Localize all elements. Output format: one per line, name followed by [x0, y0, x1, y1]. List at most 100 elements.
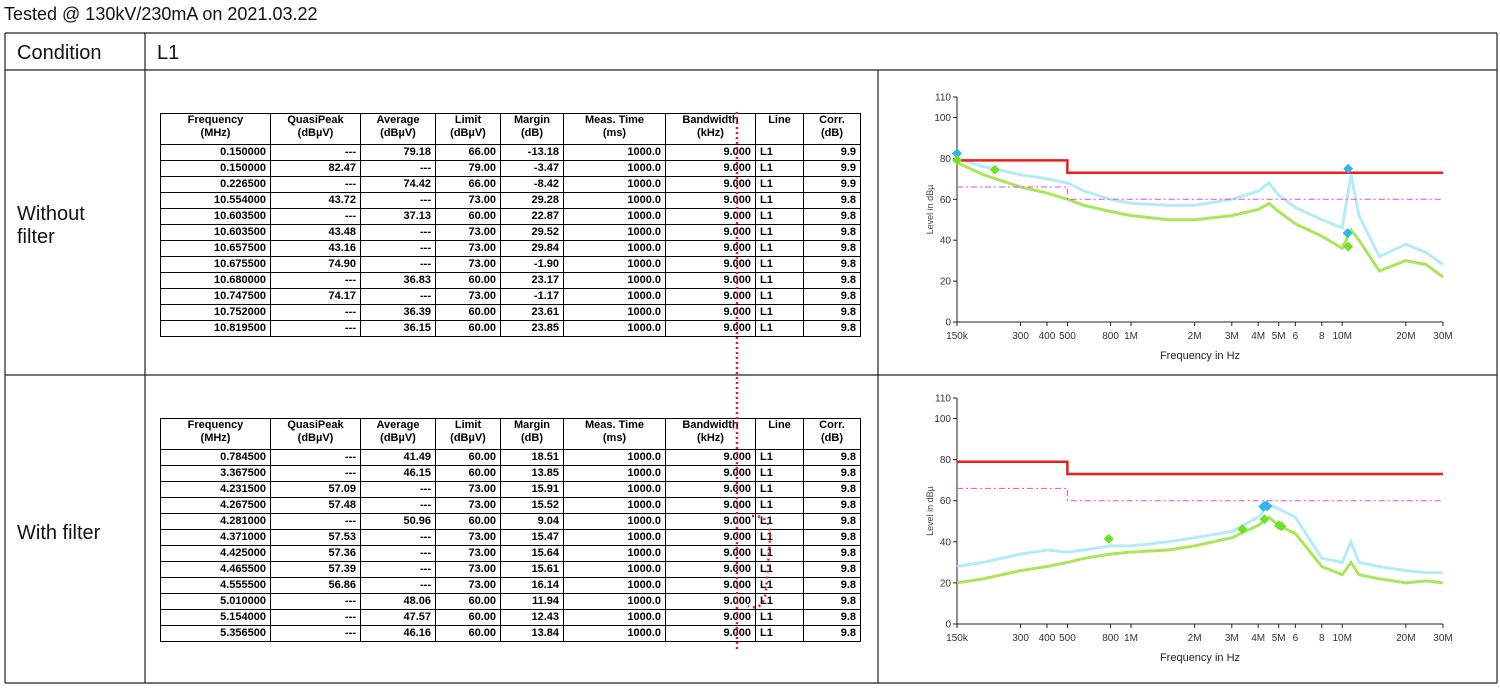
cell: 10.680000 [160, 272, 271, 289]
cell: L1 [755, 192, 804, 209]
cell: 1000.0 [563, 288, 666, 305]
cell: 74.90 [270, 256, 361, 273]
cell: 18.51 [500, 449, 564, 466]
header-cell: Condition [17, 42, 102, 64]
cell: 9.8 [803, 288, 861, 305]
y-axis-title: Level in dBµ [925, 486, 935, 536]
cell: 29.84 [500, 240, 564, 257]
cell: L1 [755, 545, 804, 562]
cell: 60.00 [435, 609, 501, 626]
cell: --- [360, 240, 436, 257]
cell: --- [360, 561, 436, 578]
y-axis-title: Level in dBµ [925, 185, 935, 235]
cell: 57.48 [270, 497, 361, 514]
cell: 73.00 [435, 497, 501, 514]
cell: 74.17 [270, 288, 361, 305]
cell: 5.010000 [160, 593, 271, 610]
x-tick-label: 300 [1012, 633, 1029, 644]
cell: 1000.0 [563, 192, 666, 209]
cell: 60.00 [435, 304, 501, 321]
x-tick-label: 3M [1225, 633, 1239, 644]
data-row: 10.554000 43.72 --- 73.00 29.28 1000.0 9.000 L1… [160, 192, 861, 209]
cell: 66.00 [435, 176, 501, 193]
column-name: Meas. Time [584, 114, 645, 127]
data-row: 5.154000 --- 47.57 60.00 12.43 1000.0 9.000 L1 9… [160, 609, 861, 626]
x-tick-label: 8 [1319, 331, 1325, 342]
cell: 9.000 [665, 208, 756, 225]
cell: -1.90 [500, 256, 564, 273]
x-tick-label: 2M [1188, 331, 1202, 342]
cell: 1000.0 [563, 545, 666, 562]
x-tick-label: 10M [1333, 331, 1352, 342]
limit-line [957, 460, 1443, 476]
cell: -13.18 [500, 144, 564, 161]
cell: 10.603500 [160, 208, 271, 225]
marker [952, 155, 962, 166]
column-header: Bandwidth (kHz) [665, 418, 756, 450]
cell: -8.42 [500, 176, 564, 193]
cell: 1000.0 [563, 465, 666, 482]
cell: 23.61 [500, 304, 564, 321]
data-row: 4.371000 57.53 --- 73.00 15.47 1000.0 9.000 L1 9… [160, 529, 861, 546]
cell: 0.784500 [160, 449, 271, 466]
cell: 9.000 [665, 224, 756, 241]
cell: 46.15 [360, 465, 436, 482]
condition: Without filter [17, 203, 85, 248]
cell: 10.603500 [160, 224, 271, 241]
data-row: 4.231500 57.09 --- 73.00 15.91 1000.0 9.000 L1 9… [160, 481, 861, 498]
chart: 0 20 40 60 80 100 110 150k 300 400 500 800 1M 2M 3M 4M 5… [925, 394, 1453, 665]
cell: 60.00 [435, 449, 501, 466]
column-header: Frequency (MHz) [160, 418, 271, 450]
cell: 10.675500 [160, 256, 271, 273]
cell: --- [360, 224, 436, 241]
cell: 1000.0 [563, 497, 666, 514]
column-unit: (dBµV) [297, 127, 334, 139]
x-tick-label: 500 [1059, 633, 1076, 644]
column-name: Frequency [187, 419, 244, 432]
condition: With filter [17, 522, 101, 544]
cell: 1000.0 [563, 529, 666, 546]
column-name: Line [768, 114, 791, 127]
cell: L1 [755, 481, 804, 498]
cell: 9.000 [665, 272, 756, 289]
cell: 57.53 [270, 529, 361, 546]
cell: 9.000 [665, 240, 756, 257]
x-tick-label: 500 [1059, 331, 1076, 342]
column-header: Limit (dBµV) [435, 113, 501, 145]
cell: 9.8 [803, 481, 861, 498]
x-tick-label: 4M [1251, 633, 1265, 644]
cell: L1 [755, 529, 804, 546]
trace [956, 156, 1444, 266]
column-header: Average (dBµV) [360, 113, 436, 145]
cell: 9.8 [803, 625, 861, 642]
y-tick-label: 110 [935, 93, 951, 104]
data-row: 5.010000 --- 48.06 60.00 11.94 1000.0 9.000 L1 9… [160, 593, 861, 610]
cell: 5.154000 [160, 609, 271, 626]
trace [956, 161, 1444, 279]
cell: L1 [755, 224, 804, 241]
cell: L1 [755, 465, 804, 482]
limit-line [957, 487, 1443, 502]
marker [952, 148, 962, 159]
cell: 1000.0 [563, 240, 666, 257]
column-name: QuasiPeak [287, 419, 344, 432]
cell: 9.000 [665, 609, 756, 626]
column-name: QuasiPeak [287, 114, 344, 127]
results-table: Frequency (MHz) QuasiPeak (dBµV) Average (dBµ… [160, 418, 861, 642]
cell: --- [360, 577, 436, 594]
cell: 9.8 [803, 465, 861, 482]
cell: 4.281000 [160, 513, 271, 530]
column-name: Bandwidth [682, 419, 739, 432]
cell: L1 [755, 256, 804, 273]
marker [1237, 524, 1248, 535]
column-unit: (kHz) [697, 432, 724, 444]
cell: L1 [755, 288, 804, 305]
cell: 9.000 [665, 176, 756, 193]
column-header: Meas. Time (ms) [563, 113, 666, 145]
cell: --- [360, 160, 436, 177]
cell: 9.04 [500, 513, 564, 530]
x-tick-label: 3M [1225, 331, 1239, 342]
column-header: Corr. (dB) [803, 113, 861, 145]
cell: 60.00 [435, 272, 501, 289]
cell: 9.9 [803, 176, 861, 193]
